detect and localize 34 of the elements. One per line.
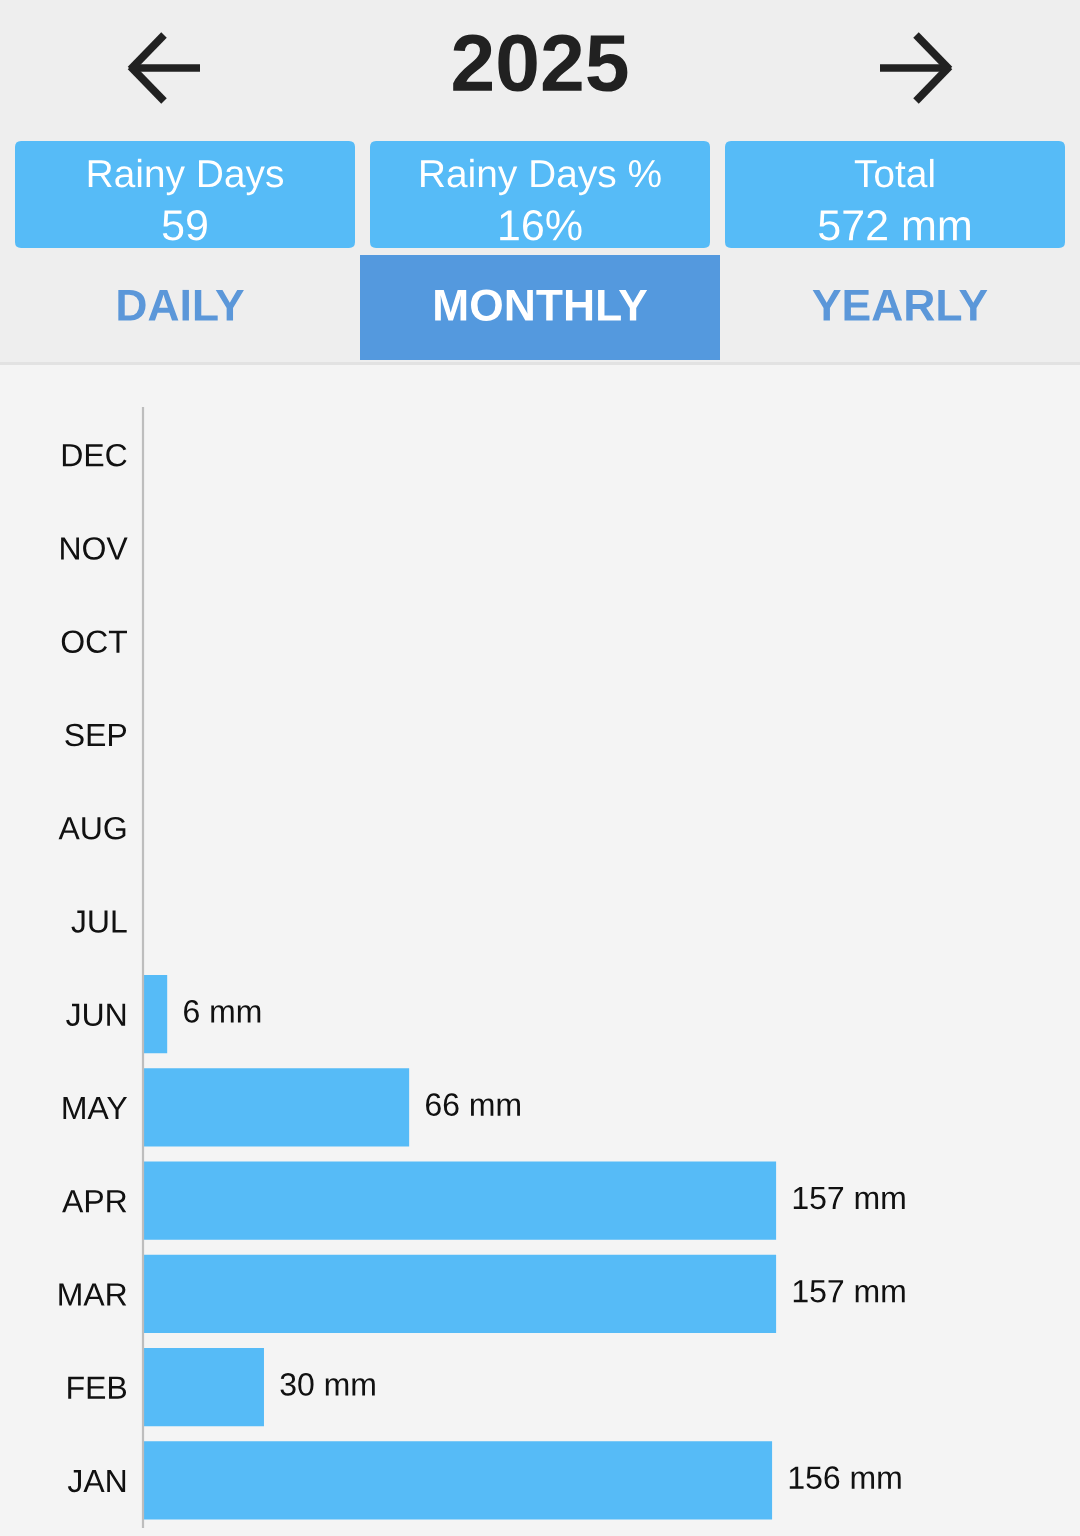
text: 59 <box>162 210 207 241</box>
data-label: 6 mm <box>184 1000 261 1023</box>
text: 572 mm <box>818 210 970 241</box>
y-tick-label: JUL <box>71 910 127 933</box>
data-label: 157 mm <box>793 1186 905 1210</box>
y-tick-label: FEB <box>68 1376 127 1399</box>
text: DAILY <box>118 289 244 321</box>
text: Total <box>854 158 934 188</box>
data-label: 30 mm <box>280 1373 375 1396</box>
y-tick-label: NOV <box>61 537 128 560</box>
y-tick-label: OCT <box>61 630 127 654</box>
text: Rainy Days % <box>421 158 661 196</box>
data-label: 156 mm <box>789 1466 901 1489</box>
bar <box>143 1068 410 1147</box>
y-tick-label: MAY <box>63 1096 128 1119</box>
bar <box>143 1254 777 1334</box>
text: Rainy Days <box>88 158 284 196</box>
chart-title: 2025 <box>453 34 628 92</box>
y-tick-label: AUG <box>58 816 126 840</box>
y-tick-label: MAR <box>59 1283 127 1306</box>
text: 16% <box>500 210 582 241</box>
data-label: 66 mm <box>426 1093 520 1116</box>
bar <box>143 1441 773 1520</box>
y-tick-label: JUN <box>66 1003 126 1027</box>
text: MONTHLY <box>435 289 648 321</box>
bar <box>143 1347 264 1427</box>
bar <box>143 1161 777 1240</box>
y-tick-label: SEP <box>65 723 127 747</box>
y-tick-label: JAN <box>67 1469 126 1493</box>
text: YEARLY <box>812 289 988 321</box>
y-tick-label: DEC <box>62 443 127 467</box>
data-label: 157 mm <box>793 1280 905 1303</box>
y-tick-label: APR <box>62 1190 127 1213</box>
bar <box>143 974 168 1054</box>
